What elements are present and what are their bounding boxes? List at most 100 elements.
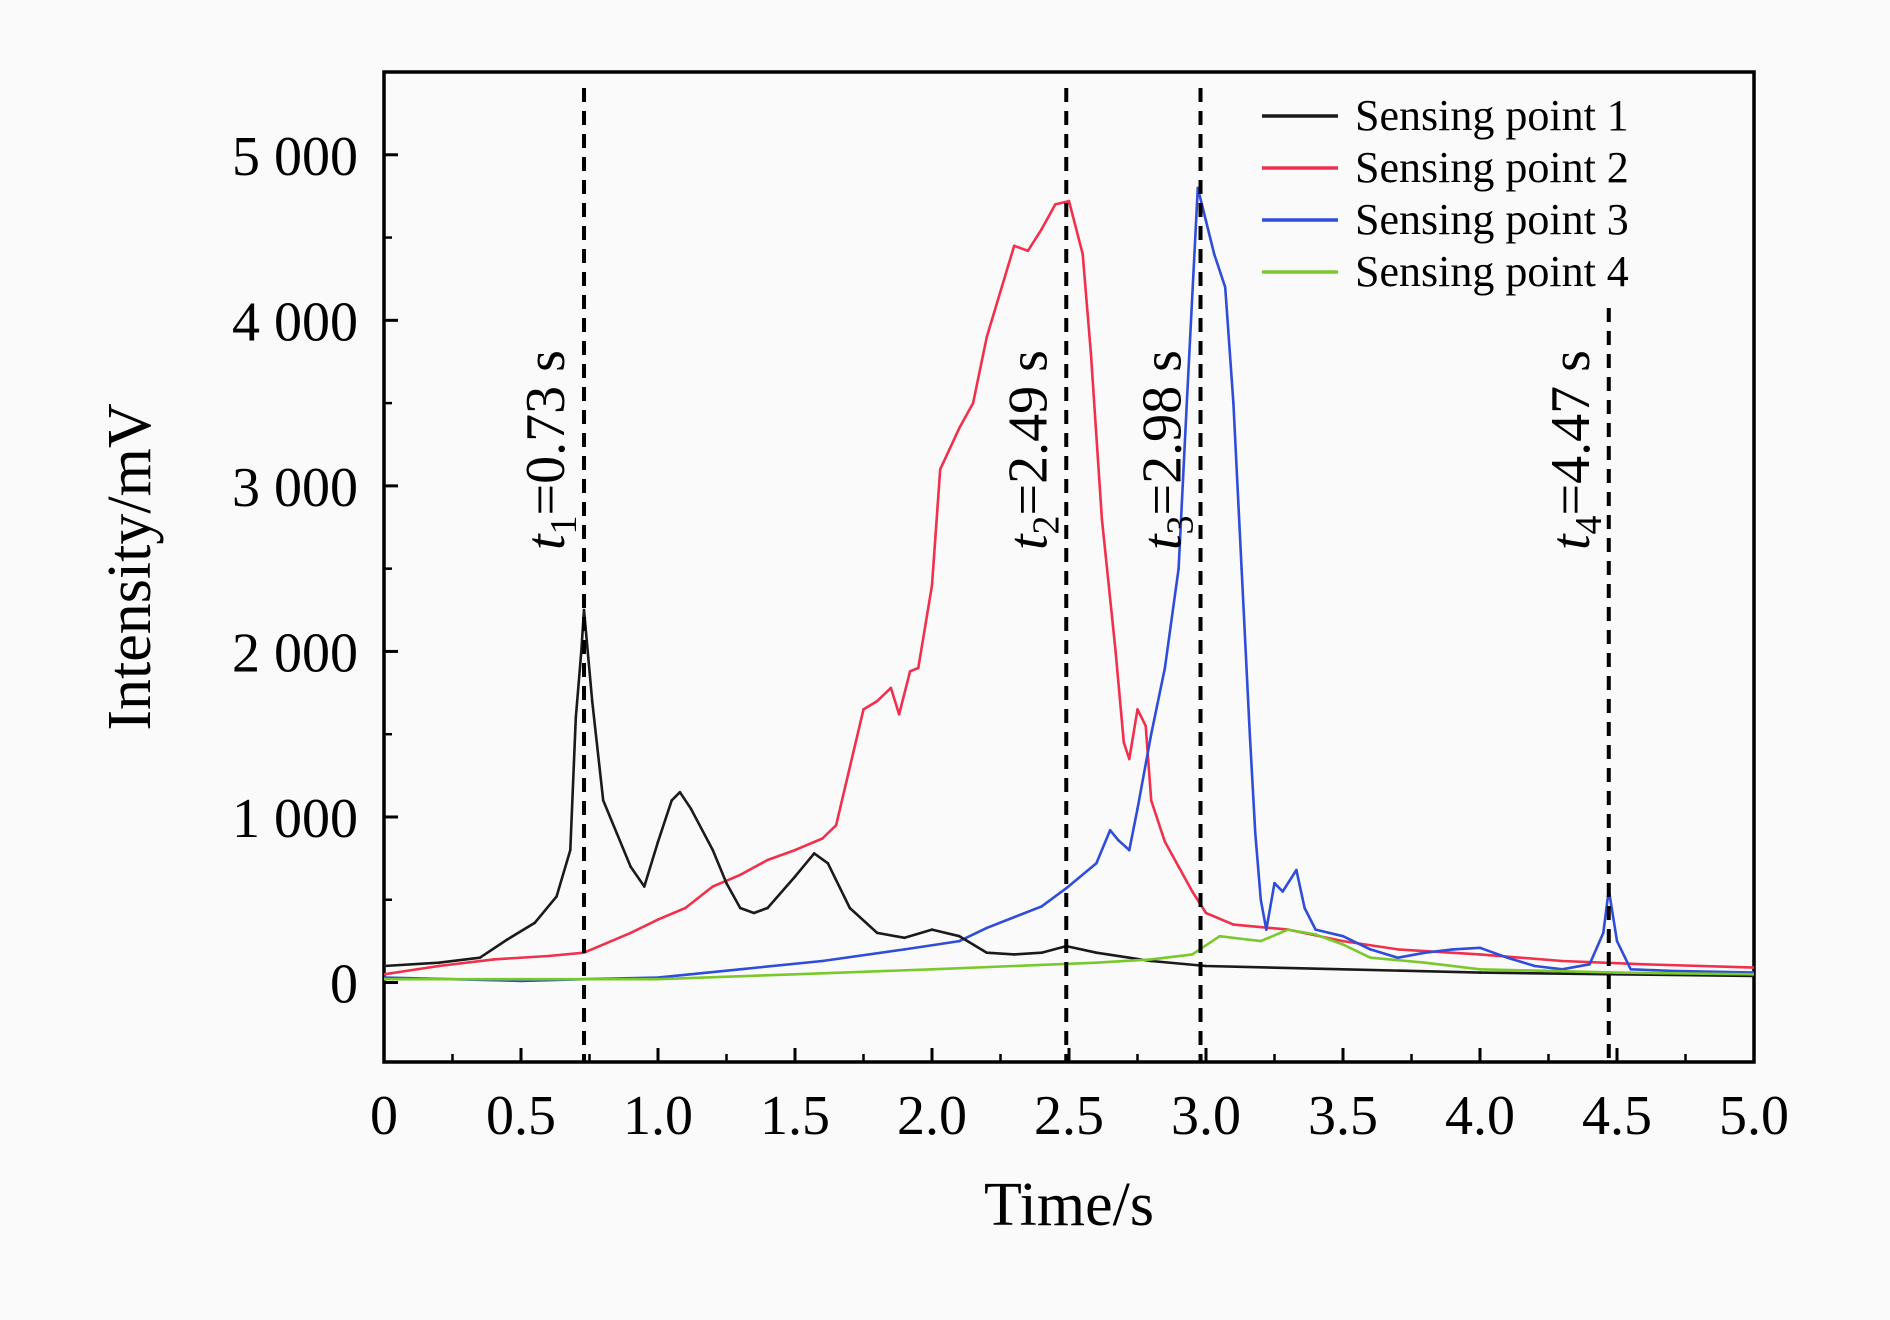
data-point [1615, 939, 1619, 943]
data-point [582, 608, 586, 612]
data-point [1163, 666, 1167, 670]
data-point [1295, 868, 1298, 872]
series-line [384, 608, 1754, 978]
series-line [384, 186, 1754, 983]
data-point [1588, 963, 1591, 966]
data-point [678, 790, 682, 794]
marker-subscript: 2 [1025, 515, 1067, 534]
data-point [1670, 969, 1674, 973]
data-point [684, 906, 687, 910]
data-point [1128, 757, 1131, 761]
data-point [1615, 971, 1619, 974]
data-point [826, 862, 830, 865]
y-tick-label: 4 000 [232, 291, 358, 353]
data-point [1204, 911, 1208, 915]
data-point [1560, 968, 1564, 971]
data-point [1281, 890, 1284, 893]
data-point [615, 832, 619, 835]
data-point [1560, 959, 1564, 963]
data-point [437, 961, 441, 964]
data-point [930, 928, 934, 931]
data-point [812, 852, 816, 855]
data-point [1273, 881, 1276, 885]
data-point [547, 954, 550, 958]
data-point [1478, 968, 1482, 971]
data-point [971, 401, 975, 405]
data-point [1341, 968, 1345, 971]
data-point [985, 951, 989, 954]
data-point [1602, 931, 1605, 935]
data-point [1163, 840, 1167, 844]
data-point [1026, 249, 1030, 253]
data-point [793, 973, 797, 976]
y-tick-label: 5 000 [232, 126, 358, 188]
series-2 [384, 199, 1754, 976]
data-point [1341, 939, 1345, 943]
x-tick-label: 1.0 [623, 1085, 693, 1147]
y-tick-label: 1 000 [232, 788, 358, 850]
x-axis-label: Time/s [984, 1171, 1154, 1239]
data-point [1095, 961, 1098, 964]
data-point [1369, 948, 1372, 951]
data-point [821, 959, 824, 963]
data-point [601, 799, 605, 802]
data-point [1212, 252, 1216, 256]
data-point [908, 670, 912, 673]
data-point [930, 583, 934, 587]
data-point [384, 964, 386, 968]
data-point [1478, 953, 1482, 956]
data-point [903, 936, 906, 940]
data-point [1396, 948, 1400, 951]
data-point [1303, 906, 1306, 910]
data-point [1185, 401, 1189, 405]
data-point [1177, 865, 1180, 868]
data-point [478, 956, 482, 959]
data-point [1643, 963, 1646, 966]
x-tick-label: 5.0 [1719, 1085, 1789, 1147]
data-point [580, 650, 583, 653]
data-point [643, 885, 646, 888]
marker-value: =0.73 s [515, 350, 577, 515]
data-point [738, 873, 742, 877]
data-point [590, 699, 594, 703]
data-point [1114, 650, 1117, 653]
marker-subscript: 4 [1568, 515, 1610, 534]
data-point [1191, 890, 1194, 893]
data-point [1149, 958, 1153, 961]
x-tick-label: 4.5 [1582, 1085, 1652, 1147]
data-point [917, 666, 920, 670]
data-point [938, 468, 942, 471]
y-axis-ticks: 0 1 000 2 000 3 000 4 000 5 000 [232, 126, 398, 1016]
data-point [725, 881, 728, 885]
data-point [848, 906, 852, 910]
data-point [1081, 252, 1084, 256]
data-point [533, 921, 536, 925]
data-point [1040, 905, 1043, 908]
data-point [1341, 943, 1345, 946]
data-point [958, 939, 961, 943]
x-tick-label: 0 [370, 1085, 398, 1147]
data-point [1128, 848, 1131, 852]
data-point [1177, 567, 1180, 570]
data-point [821, 837, 824, 840]
data-point [1108, 828, 1112, 832]
data-point [519, 977, 523, 981]
data-point [629, 865, 632, 868]
x-tick-label: 2.5 [1034, 1085, 1104, 1147]
data-point [711, 848, 715, 852]
x-tick-label: 3.0 [1171, 1085, 1241, 1147]
legend-label: Sensing point 4 [1355, 247, 1629, 296]
data-point [1100, 517, 1104, 521]
data-point [1265, 928, 1268, 931]
marker-label: t2=2.49 s [997, 350, 1067, 550]
x-tick-label: 2.0 [897, 1085, 967, 1147]
data-point [1204, 964, 1208, 968]
y-tick-label: 2 000 [232, 622, 358, 684]
data-point [1223, 285, 1227, 289]
data-point [958, 426, 961, 430]
marker-label: t4=4.47 s [1540, 350, 1610, 550]
marker-var: t [1540, 533, 1602, 550]
series-3 [384, 186, 1754, 983]
legend-label: Sensing point 1 [1355, 91, 1629, 140]
